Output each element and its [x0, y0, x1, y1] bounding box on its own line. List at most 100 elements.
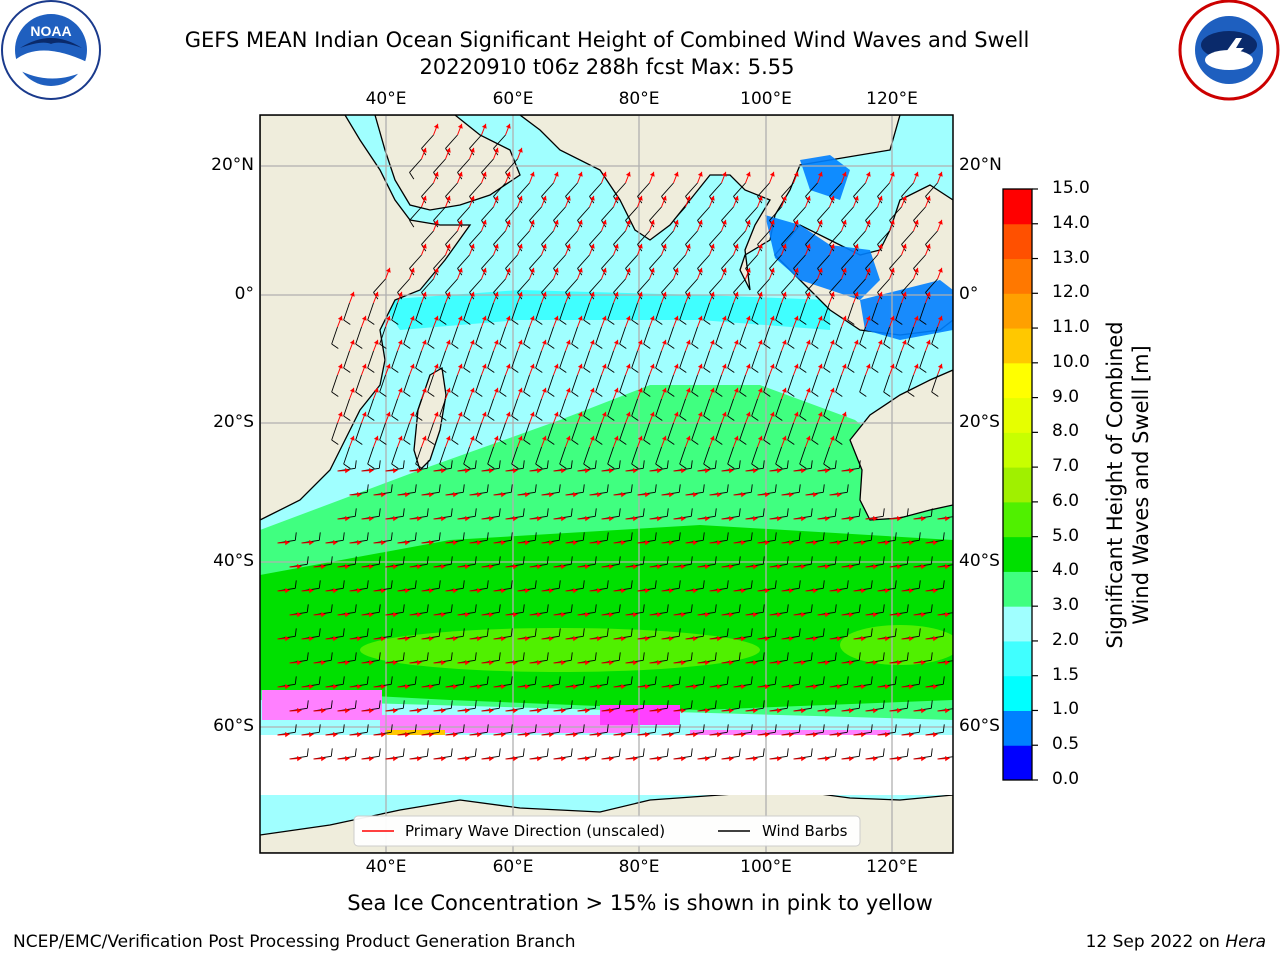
- wave-direction-arrow: [697, 171, 703, 184]
- wave-direction-arrow: [913, 756, 926, 762]
- wave-direction-arrow: [541, 492, 554, 498]
- wave-direction-arrow: [481, 267, 487, 280]
- wave-direction-arrow: [433, 468, 446, 474]
- wind-barb: [607, 446, 615, 469]
- wave-direction-arrow: [877, 195, 883, 208]
- wave-direction-arrow: [529, 315, 535, 328]
- wave-direction-arrow: [661, 540, 674, 546]
- wave-direction-arrow: [577, 516, 590, 522]
- wave-direction-arrow: [601, 315, 607, 328]
- wind-barb: [505, 254, 518, 276]
- wind-barb: [463, 350, 471, 373]
- wave-direction-arrow: [613, 492, 626, 498]
- colorbar-segment: [1003, 467, 1032, 503]
- wave-direction-arrow: [925, 636, 938, 642]
- wave-direction-arrow: [469, 636, 482, 642]
- colorbar-tick-label: 8.0: [1052, 421, 1080, 442]
- wave-direction-arrow: [421, 540, 434, 546]
- wind-barb: [721, 254, 734, 276]
- wave-direction-arrow: [805, 588, 818, 594]
- wave-direction-arrow: [301, 732, 314, 738]
- wave-direction-arrow: [721, 411, 727, 424]
- wave-direction-arrow: [409, 756, 422, 762]
- wave-direction-arrow: [385, 363, 391, 376]
- wave-direction-arrow: [493, 147, 499, 160]
- wave-direction-arrow: [601, 219, 607, 232]
- wave-direction-arrow: [505, 411, 511, 424]
- wave-direction-arrow: [301, 684, 314, 690]
- wave-direction-arrow: [865, 756, 878, 762]
- wind-barb: [427, 326, 435, 349]
- wave-direction-arrow: [553, 363, 559, 376]
- wave-direction-arrow: [565, 588, 578, 594]
- wind-barb: [805, 230, 818, 252]
- wave-direction-arrow: [673, 564, 686, 570]
- wave-direction-arrow: [733, 291, 739, 304]
- wave-direction-arrow: [733, 339, 739, 352]
- wave-direction-arrow: [889, 756, 902, 762]
- wave-direction-arrow: [493, 195, 499, 208]
- wind-barb: [775, 446, 783, 469]
- wave-direction-arrow: [505, 123, 511, 136]
- wave-direction-arrow: [709, 540, 722, 546]
- wave-direction-arrow: [493, 435, 499, 448]
- wave-direction-arrow: [661, 291, 667, 304]
- wave-direction-arrow: [397, 339, 403, 352]
- wave-direction-arrow: [733, 684, 746, 690]
- wave-direction-arrow: [757, 684, 770, 690]
- wave-direction-arrow: [385, 411, 391, 424]
- wave-direction-arrow: [925, 339, 931, 352]
- wave-direction-arrow: [577, 363, 583, 376]
- wave-direction-arrow: [397, 291, 403, 304]
- wave-direction-arrow: [901, 636, 914, 642]
- wind-barb: [679, 350, 687, 373]
- wave-direction-arrow: [625, 411, 631, 424]
- wave-direction-arrow: [481, 564, 494, 570]
- wave-direction-arrow: [565, 636, 578, 642]
- wind-barb: [751, 446, 759, 469]
- lon-label-bottom: 40°E: [365, 857, 407, 877]
- wave-direction-arrow: [457, 516, 470, 522]
- wind-barb: [649, 254, 662, 276]
- colorbar-segment: [1003, 710, 1032, 746]
- wave-direction-arrow: [349, 684, 362, 690]
- lon-label-top: 80°E: [618, 89, 660, 109]
- wave-direction-arrow: [745, 219, 751, 232]
- wind-barb: [661, 278, 674, 300]
- wave-direction-arrow: [529, 612, 542, 618]
- wave-direction-arrow: [709, 291, 715, 304]
- wind-barb: [475, 326, 483, 349]
- wave-direction-arrow: [769, 219, 775, 232]
- wave-direction-arrow: [661, 243, 667, 256]
- wind-barb: [433, 206, 446, 228]
- wave-direction-arrow: [817, 612, 830, 618]
- wind-barb: [331, 422, 339, 445]
- wind-barb: [451, 422, 459, 445]
- wind-barb: [823, 302, 831, 325]
- wind-barb: [541, 182, 554, 204]
- wind-barb: [691, 326, 699, 349]
- wave-direction-arrow: [613, 732, 626, 738]
- wave-direction-arrow: [577, 756, 590, 762]
- wave-direction-arrow: [793, 708, 806, 714]
- wave-direction-arrow: [349, 732, 362, 738]
- colorbar-segment: [1003, 362, 1032, 399]
- wind-barb: [823, 446, 831, 469]
- wave-direction-arrow: [865, 660, 878, 666]
- cyan-band: [380, 290, 830, 330]
- wind-barb: [811, 374, 819, 397]
- wave-direction-arrow: [529, 171, 535, 184]
- wave-direction-arrow: [517, 636, 530, 642]
- wave-direction-arrow: [565, 195, 571, 208]
- wind-barb: [517, 278, 530, 300]
- wind-barb: [607, 302, 615, 325]
- wave-direction-arrow: [421, 339, 427, 352]
- wave-direction-arrow: [769, 612, 782, 618]
- wave-direction-arrow: [421, 147, 427, 160]
- wind-barb: [367, 302, 375, 325]
- lat-label-right: 20°N: [959, 155, 1002, 175]
- wave-direction-arrow: [937, 708, 950, 714]
- colorbar-tick-label: 6.0: [1052, 490, 1080, 511]
- wave-direction-arrow: [733, 243, 739, 256]
- colorbar-segment: [1003, 328, 1032, 364]
